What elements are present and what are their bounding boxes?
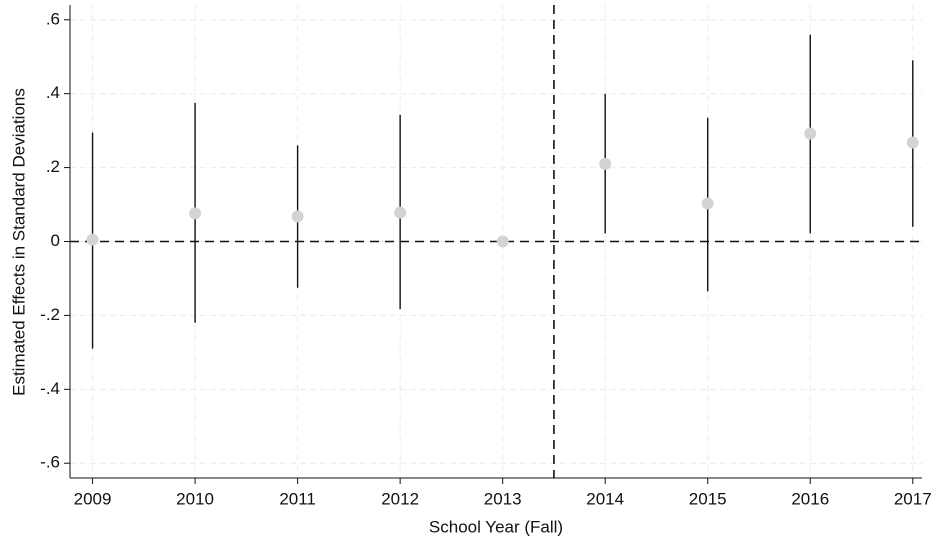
x-tick-label: 2017 (894, 489, 932, 508)
point (394, 206, 407, 219)
point (189, 207, 202, 220)
x-tick-label: 2010 (176, 489, 214, 508)
y-tick-label: .6 (46, 9, 60, 28)
x-tick-label: 2014 (586, 489, 624, 508)
x-axis-label: School Year (Fall) (429, 517, 563, 536)
x-tick-label: 2013 (484, 489, 522, 508)
y-tick-label: -.2 (40, 305, 60, 324)
y-tick-label: 0 (51, 231, 60, 250)
point (906, 136, 919, 149)
point (86, 233, 99, 246)
x-tick-label: 2009 (74, 489, 112, 508)
x-tick-label: 2015 (689, 489, 727, 508)
point (701, 197, 714, 210)
point (496, 235, 509, 248)
x-tick-label: 2016 (791, 489, 829, 508)
point (291, 210, 304, 223)
y-tick-label: .2 (46, 157, 60, 176)
y-tick-label: .4 (46, 83, 60, 102)
point (804, 127, 817, 140)
x-tick-label: 2012 (381, 489, 419, 508)
point (599, 157, 612, 170)
y-axis-label: Estimated Effects in Standard Deviations (9, 88, 28, 396)
y-tick-label: -.4 (40, 379, 60, 398)
x-tick-label: 2011 (279, 489, 316, 508)
y-tick-label: -.6 (40, 453, 60, 472)
